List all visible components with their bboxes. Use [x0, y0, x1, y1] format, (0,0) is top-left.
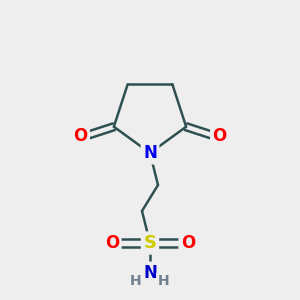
Text: N: N [143, 144, 157, 162]
Text: N: N [143, 264, 157, 282]
Text: S: S [143, 234, 157, 252]
Text: O: O [212, 127, 227, 145]
Text: O: O [181, 234, 195, 252]
Text: O: O [105, 234, 119, 252]
Text: H: H [130, 274, 142, 288]
Text: H: H [158, 274, 170, 288]
Text: O: O [73, 127, 88, 145]
